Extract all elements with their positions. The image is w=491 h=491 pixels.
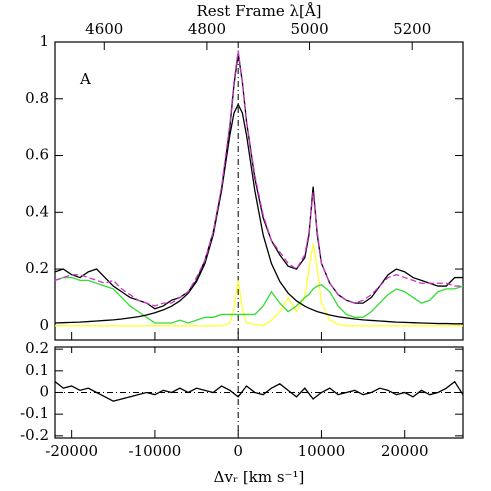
series-line xyxy=(54,380,464,402)
main-frame xyxy=(54,41,464,341)
y-tick-label: 1 xyxy=(39,32,49,50)
x-tick-label: -10000 xyxy=(129,442,182,460)
series-line xyxy=(54,53,463,310)
x-tick-label: 10000 xyxy=(298,442,346,460)
y-tick-label: 0.6 xyxy=(25,146,49,164)
y-tick-label: 0.2 xyxy=(25,339,49,357)
x-tick-label: -20000 xyxy=(45,442,98,460)
y-tick-label: 0 xyxy=(39,383,49,401)
y-tick-label: 0.8 xyxy=(25,89,49,107)
top-tick-label: 5000 xyxy=(290,20,328,38)
y-tick-label: 0 xyxy=(39,316,49,334)
annotation: A xyxy=(79,70,91,88)
series-line xyxy=(54,50,463,307)
series-line xyxy=(54,102,463,325)
top-axis-label: Rest Frame λ[Å] xyxy=(196,2,321,20)
y-tick-label: 0.1 xyxy=(25,361,49,379)
x-tick-label: 20000 xyxy=(381,442,429,460)
top-tick-label: 4600 xyxy=(85,20,123,38)
series-line xyxy=(54,276,464,324)
top-tick-label: 4800 xyxy=(188,20,226,38)
x-axis-label: Δvᵣ [km s⁻¹] xyxy=(214,468,305,486)
top-tick-label: 5200 xyxy=(393,20,431,38)
y-tick-label: 0.4 xyxy=(25,202,49,220)
series-line xyxy=(55,243,463,327)
y-tick-label: -0.1 xyxy=(20,404,49,422)
x-tick-label: 0 xyxy=(233,442,243,460)
y-tick-label: -0.2 xyxy=(20,426,49,444)
y-tick-label: 0.2 xyxy=(25,259,49,277)
